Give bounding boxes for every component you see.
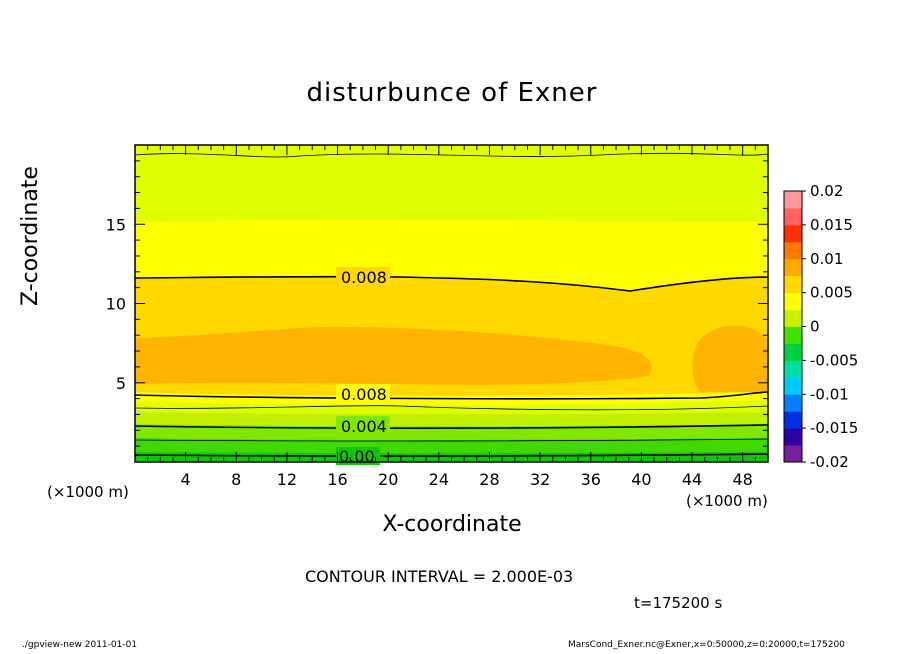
colorbar-swatch: [784, 343, 802, 361]
colorbar-swatch: [784, 292, 802, 311]
x-tick-label: 20: [378, 470, 398, 489]
x-tick-label: 36: [581, 470, 601, 489]
band-core-orange: [135, 326, 652, 385]
colorbar-swatch: [784, 445, 802, 463]
x-tick-label: 16: [327, 470, 347, 489]
colorbar-swatch: [784, 275, 802, 294]
contour-label: 0.008: [341, 385, 387, 404]
colorbar-swatch: [784, 394, 802, 412]
x-axis-label: X-coordinate: [0, 512, 904, 537]
x-tick-label: 12: [277, 470, 297, 489]
contour-line-0.002: [135, 438, 768, 442]
colorbar-tick-label: 0: [810, 318, 820, 336]
colorbar-tick-label: 0.015: [810, 216, 853, 234]
x-tick-label: 24: [429, 470, 449, 489]
colorbar-tick-label: 0.02: [810, 182, 843, 200]
contour-label-backgrounds: [336, 267, 390, 465]
y-tick-label: 10: [106, 295, 126, 314]
colorbar-swatch: [784, 377, 802, 395]
contour-line-0.008-upper: [135, 275, 768, 292]
contour-label: 0.004: [341, 417, 387, 436]
field-layer: [135, 145, 768, 462]
contour-lines: [135, 152, 768, 457]
x-tick-label: 48: [733, 470, 753, 489]
chart-title: disturbunce of Exner: [306, 78, 598, 108]
colorbar-tick-label: -0.01: [810, 385, 849, 403]
colorbar-tick-label: 0.005: [810, 284, 853, 302]
colorbar-swatch: [784, 207, 802, 226]
z-unit-label: (×1000 m): [47, 483, 129, 501]
colorbar-tick-label: -0.005: [810, 351, 858, 369]
colorbar-swatch: [784, 326, 802, 344]
contour-line-0.006: [135, 405, 768, 411]
footer-right: MarsCond_Exner.nc@Exner,x=0:50000,z=0:20…: [568, 640, 845, 650]
colorbar-swatch: [784, 258, 802, 277]
colorbar-swatch: [784, 360, 802, 378]
axis-ticks: [135, 145, 768, 462]
y-tick-label: 15: [106, 215, 126, 234]
contour-label: 0.008: [341, 268, 387, 287]
x-tick-label: 4: [181, 470, 191, 489]
colorbar-swatch: [784, 411, 802, 429]
colorbar: [783, 190, 806, 463]
colorbar-swatch: [784, 224, 802, 243]
x-tick-label: 28: [479, 470, 499, 489]
footer-left: ./gpview-new 2011-01-01: [22, 640, 138, 650]
colorbar-tick-label: -0.02: [810, 453, 849, 471]
y-tick-label: 5: [116, 374, 126, 393]
contour-label: 0.00: [339, 447, 375, 466]
band-core-orange-right: [692, 325, 768, 392]
x-unit-label: (×1000 m): [686, 492, 768, 510]
contour-line-0.004: [135, 424, 768, 429]
time-text: t=175200 s: [634, 594, 723, 612]
x-axis-label-text: X-coordinate: [382, 512, 522, 537]
colorbar-swatch: [784, 241, 802, 260]
x-tick-label: 8: [231, 470, 241, 489]
contour-line-0.00: [135, 453, 768, 457]
colorbar-swatch: [784, 191, 802, 209]
contour-line-top: [135, 152, 768, 158]
contour-line-0.008-lower: [135, 391, 768, 400]
x-tick-label: 40: [631, 470, 651, 489]
colorbar-swatch: [784, 428, 802, 446]
colorbar-labels: 0.02 0.015 0.01 0.005 0 -0.005 -0.01 -0.015 -0.0…: [810, 182, 858, 471]
x-tick-label: 32: [530, 470, 550, 489]
x-tick-label: 44: [682, 470, 702, 489]
y-axis-label: Z-coordinate: [18, 166, 43, 306]
colorbar-swatch: [784, 309, 802, 327]
contour-interval-text: CONTOUR INTERVAL = 2.000E-03: [305, 567, 574, 586]
colorbar-tick-label: -0.015: [810, 419, 858, 437]
colorbar-tick-label: 0.01: [810, 250, 843, 268]
